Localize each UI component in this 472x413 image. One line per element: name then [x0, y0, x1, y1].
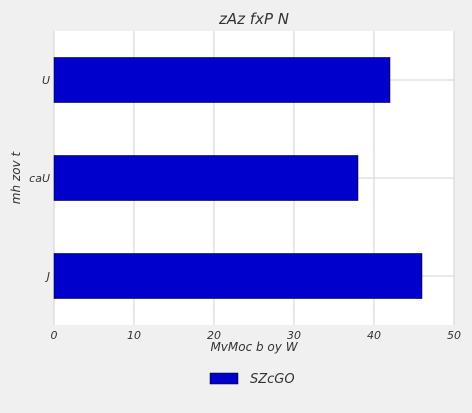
x-tick-label: 30 — [287, 329, 301, 342]
x-tick-label: 50 — [447, 329, 461, 342]
y-tick-label: caU — [29, 172, 50, 185]
chart-title: zAz fxP N — [218, 10, 289, 28]
x-tick-label: 20 — [207, 329, 221, 342]
x-axis-label: MvMoc b oy W — [210, 340, 298, 354]
legend-swatch — [209, 372, 239, 385]
x-tick-label: 10 — [127, 329, 141, 342]
x-tick-label: 40 — [367, 329, 381, 342]
y-tick-label: U — [42, 74, 50, 87]
legend-label: SZcGO — [250, 372, 295, 387]
bars — [53, 57, 423, 299]
y-axis-label: mh zov t — [9, 151, 23, 205]
bar — [53, 57, 391, 103]
x-tick-label: 0 — [51, 329, 58, 342]
legend: SZcGO — [209, 372, 295, 387]
y-tick-label: J — [45, 270, 50, 283]
bar — [53, 253, 423, 299]
x-tick-labels: 0 10 20 30 40 50 — [51, 329, 462, 342]
bar — [53, 155, 359, 201]
